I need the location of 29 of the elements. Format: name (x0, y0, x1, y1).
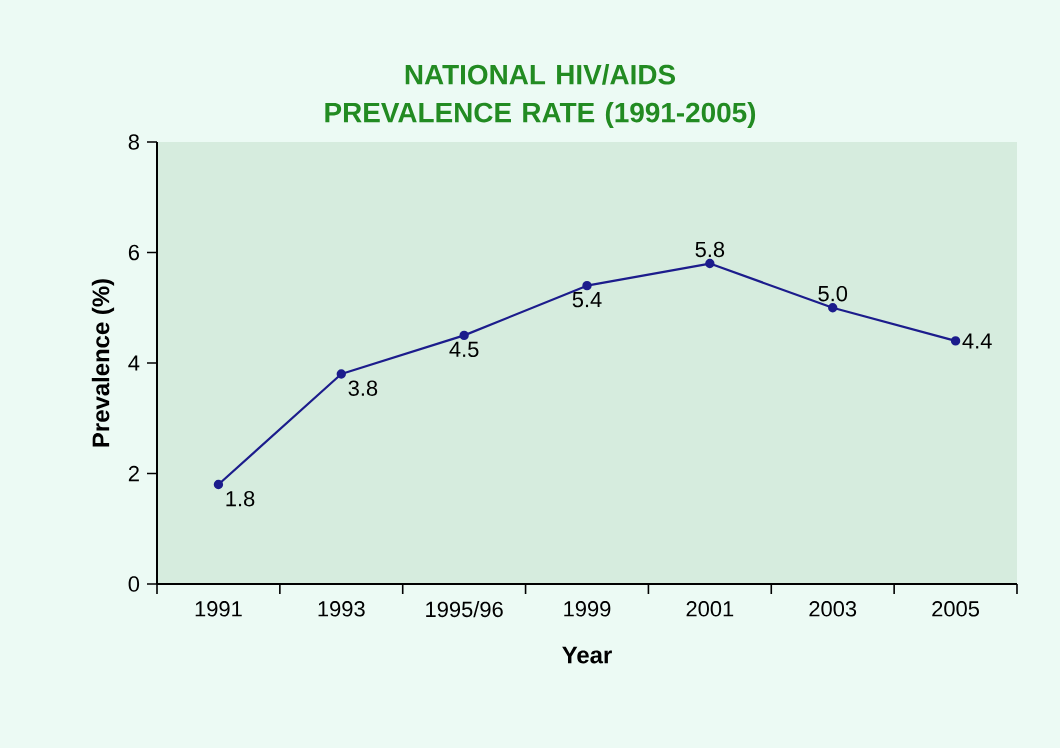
point (828, 303, 838, 313)
y-tick-label: 6 (128, 244, 139, 261)
y-axis-title: Prevalence (%) (91, 279, 115, 447)
x-tick-label: 2001 (686, 601, 734, 617)
point (705, 258, 715, 269)
point (459, 330, 469, 341)
x-tick-label: 1999 (564, 601, 611, 617)
y-tick-label: 4 (128, 355, 140, 371)
x-tick-label: 1993 (318, 601, 365, 617)
data-label: 5.8 (695, 241, 725, 258)
data-label: 1.8 (226, 490, 255, 507)
data-label: 4.4 (962, 333, 992, 349)
x-tick-label: 1995/96 (426, 601, 503, 618)
data-label: 3.8 (348, 380, 378, 396)
data-label: 5.4 (572, 292, 602, 308)
point (582, 280, 592, 291)
x-axis-title: Year (562, 646, 612, 664)
data-label: 5.0 (818, 285, 848, 302)
data-label: 4.5 (449, 341, 479, 358)
point (213, 479, 224, 490)
x-tick-label: 2003 (809, 601, 857, 617)
x-tick-label: 1991 (195, 601, 242, 617)
chart-title: NATIONAL HIV/AIDS PREVALENCE RATE (1991-2005) (325, 64, 756, 128)
x-tick-label: 2005 (932, 601, 979, 617)
y-tick-label: 8 (128, 134, 139, 150)
point (950, 336, 961, 346)
y-tick-label: 0 (128, 576, 140, 592)
y-tick-label: 2 (128, 465, 139, 482)
point (336, 369, 346, 379)
